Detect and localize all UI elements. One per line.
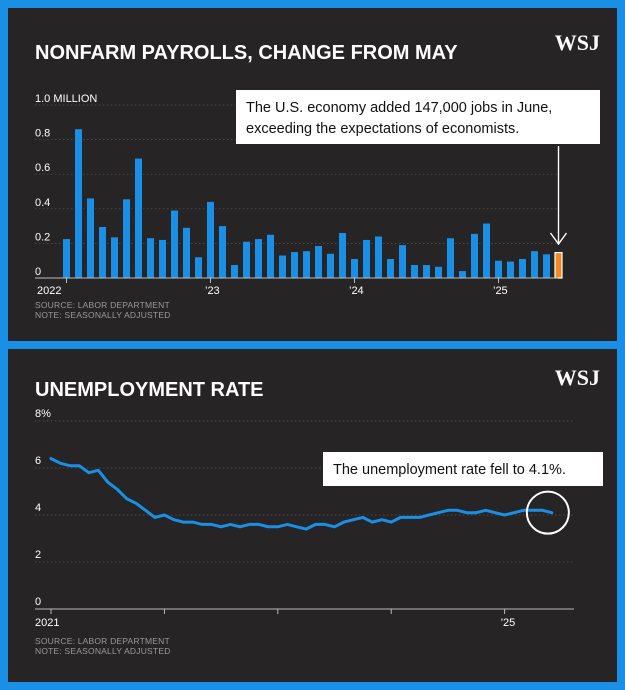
payrolls-bar [411, 265, 418, 278]
payrolls-x-tick-label: 2022 [37, 285, 61, 297]
payrolls-bar [483, 223, 490, 278]
unemployment-note: NOTE: SEASONALLY ADJUSTED [35, 646, 171, 656]
payrolls-y-tick-label: 0.6 [35, 162, 50, 174]
payrolls-bar [519, 258, 526, 278]
payrolls-source: SOURCE: LABOR DEPARTMENT [35, 300, 170, 310]
payrolls-y-tick-label: 0 [35, 266, 41, 278]
payrolls-bar [135, 158, 142, 278]
payrolls-x-tick-label: ’25 [493, 285, 508, 297]
payrolls-bar [99, 226, 106, 278]
payrolls-chart: NONFARM PAYROLLS, CHANGE FROM MAY WSJ 0 0… [35, 30, 600, 320]
payrolls-bar [363, 239, 370, 278]
payrolls-y-tick-label: 0.8 [35, 128, 50, 140]
unemployment-highlight-circle [525, 490, 570, 535]
payrolls-chart-title: NONFARM PAYROLLS, CHANGE FROM MAY [35, 42, 458, 64]
payrolls-bar [243, 241, 250, 278]
payrolls-bar [399, 245, 406, 278]
payrolls-bar [255, 239, 262, 278]
payrolls-bar [327, 253, 334, 278]
payrolls-bar [351, 258, 358, 278]
payrolls-annotation-box [236, 90, 600, 144]
unemployment-chart: UNEMPLOYMENT RATE WSJ 0 2 4 6 8% 2021 ’25 The … [35, 365, 603, 656]
payrolls-bar [195, 257, 202, 278]
payrolls-bar-highlight [554, 251, 563, 279]
unemployment-y-tick-label: 4 [35, 502, 41, 514]
unemployment-annotation-box [323, 452, 603, 486]
payrolls-bar [123, 199, 130, 278]
unemployment-y-tick-label: 6 [35, 455, 41, 467]
payrolls-bar [543, 254, 550, 278]
unemployment-annotation: The unemployment rate fell to 4.1%. [333, 462, 566, 478]
payrolls-bar [435, 266, 442, 278]
payrolls-bar [471, 233, 478, 278]
payrolls-annotation-line-1: The U.S. economy added 147,000 jobs in J… [246, 100, 552, 116]
payrolls-bar [423, 265, 430, 278]
unemployment-chart-panel: UNEMPLOYMENT RATE WSJ 0 2 4 6 8% 2021 ’25 The … [8, 349, 617, 682]
payrolls-y-tick-label: 1.0 MILLION [35, 93, 97, 105]
payrolls-bar [171, 210, 178, 278]
payrolls-bar [75, 129, 82, 278]
payrolls-bar [291, 252, 298, 278]
payrolls-bar [159, 239, 166, 278]
payrolls-bar [495, 260, 502, 278]
unemployment-x-tick-label: ’25 [501, 617, 516, 629]
wsj-logo: WSJ [555, 30, 600, 55]
payrolls-bar [387, 258, 394, 278]
payrolls-bar [267, 234, 274, 278]
payrolls-bar [279, 255, 286, 278]
payrolls-x-tick-label: ’23 [205, 285, 220, 297]
payrolls-bar [111, 237, 118, 278]
payrolls-bar [87, 198, 94, 278]
payrolls-bar [315, 245, 322, 278]
payrolls-bar [459, 271, 466, 278]
payrolls-chart-panel: NONFARM PAYROLLS, CHANGE FROM MAY WSJ 0 0… [8, 8, 617, 341]
payrolls-arrow-head [549, 232, 568, 246]
payrolls-y-tick-label: 0.4 [35, 197, 50, 209]
unemployment-x-tick-label: 2021 [35, 617, 59, 629]
payrolls-bar [231, 265, 238, 278]
unemployment-source: SOURCE: LABOR DEPARTMENT [35, 636, 170, 646]
unemployment-line [49, 457, 554, 531]
payrolls-bar [207, 201, 214, 278]
payrolls-note: NOTE: SEASONALLY ADJUSTED [35, 310, 171, 320]
payrolls-bar [375, 236, 382, 278]
payrolls-bar [507, 261, 514, 278]
payrolls-bar [303, 251, 310, 278]
unemployment-y-tick-label: 8% [35, 408, 51, 420]
unemployment-y-tick-label: 0 [35, 596, 41, 608]
payrolls-bar [183, 227, 190, 278]
payrolls-bar [531, 251, 538, 278]
payrolls-bar [219, 226, 226, 278]
unemployment-chart-title: UNEMPLOYMENT RATE [35, 379, 264, 401]
payrolls-bar [339, 233, 346, 278]
payrolls-bar [63, 239, 70, 278]
unemployment-y-tick-label: 2 [35, 549, 41, 561]
payrolls-annotation-line-2: exceeding the expectations of economists… [246, 121, 519, 137]
payrolls-bar [447, 238, 454, 278]
payrolls-bar [147, 238, 154, 278]
payrolls-x-tick-label: ’24 [349, 285, 364, 297]
wsj-logo: WSJ [555, 365, 600, 390]
payrolls-y-tick-label: 0.2 [35, 231, 50, 243]
